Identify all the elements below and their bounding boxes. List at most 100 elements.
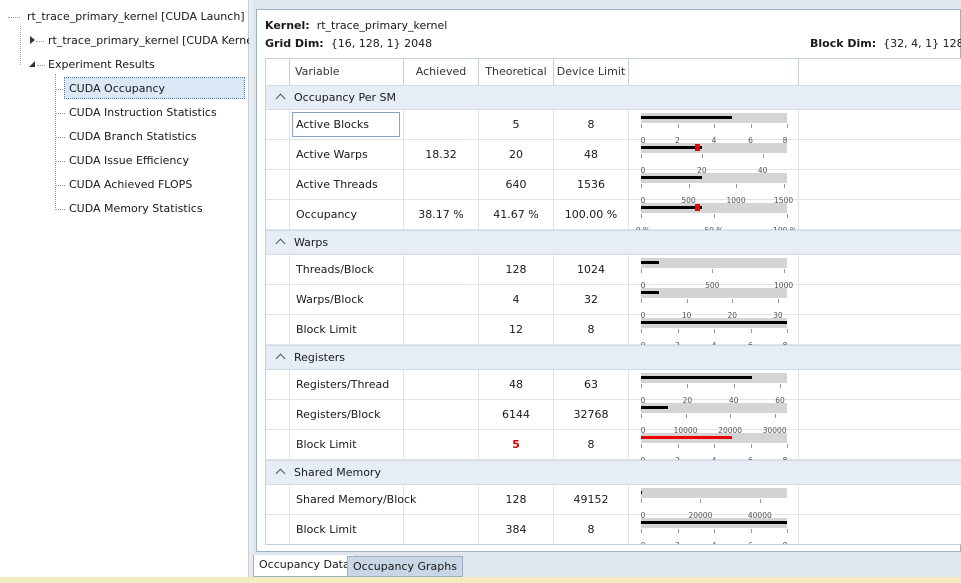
section-shared-memory[interactable]: Shared Memory (266, 460, 961, 485)
block-dim-label: Block Dim: (810, 37, 877, 50)
axis-tick (677, 329, 679, 333)
axis-tick-label: 10000 (673, 426, 698, 435)
axis-tick-label: 0 (640, 396, 646, 405)
table-row[interactable]: Active Blocks 5 8 0 2 4 6 8 (266, 110, 961, 145)
tree-item-kernel[interactable]: rt_trace_primary_kernel [CUDA Kernel] (48, 34, 261, 47)
cell-device-limit: 100.00 % (554, 200, 629, 229)
section-title: Occupancy Per SM (294, 91, 396, 104)
block-dim-value: {32, 4, 1} 128 (883, 37, 961, 50)
expand-arrow-icon[interactable] (30, 36, 35, 44)
axis-tick-label: 0 (640, 311, 646, 320)
table-row[interactable]: Registers/Block 6144 32768 0 10000 20000 30… (266, 400, 961, 435)
bar-track (641, 373, 787, 383)
cell-variable: Registers/Thread (290, 370, 404, 399)
row-gutter (266, 430, 290, 459)
cell-theoretical: 384 (479, 515, 554, 544)
cell-theoretical: 12 (479, 315, 554, 344)
axis-tick (783, 184, 785, 188)
cell-variable: Occupancy (290, 200, 404, 229)
tree-item-memory-statistics[interactable]: CUDA Memory Statistics (69, 202, 203, 215)
table-row[interactable]: Active Threads 640 1536 0 500 1000 1500 (266, 170, 961, 205)
table-row[interactable]: Block Limit 384 8 0 2 4 6 8 (266, 515, 961, 544)
axis-tick-label: 20000 (718, 426, 743, 435)
tab-occupancy-graphs[interactable]: Occupancy Graphs (347, 556, 463, 577)
collapse-caret-icon[interactable] (275, 353, 286, 364)
cell-achieved (404, 400, 479, 429)
cell-device-limit: 1536 (554, 170, 629, 199)
cell-variable: Active Warps (290, 140, 404, 169)
collapse-caret-icon[interactable] (275, 238, 286, 249)
table-row[interactable]: Shared Memory/Block 128 49152 0 20000 4000… (266, 485, 961, 520)
tree-item-launch[interactable]: rt_trace_primary_kernel [CUDA Launch] (27, 10, 245, 23)
table-row[interactable]: Warps/Block 4 32 0 10 20 30 (266, 285, 961, 320)
section-title: Shared Memory (294, 466, 381, 479)
section-registers[interactable]: Registers (266, 345, 961, 370)
section-occupancy-per-sm[interactable]: Occupancy Per SM (266, 85, 961, 110)
cell-achieved (404, 255, 479, 284)
cell-variable-text: Active Blocks (296, 118, 370, 131)
cell-variable: Threads/Block (290, 255, 404, 284)
cell-device-limit: 1024 (554, 255, 629, 284)
axis-tick-label: 20 (682, 396, 693, 405)
section-warps[interactable]: Warps (266, 230, 961, 255)
cell-achieved (404, 285, 479, 314)
tree-item-cuda-occupancy[interactable]: CUDA Occupancy (64, 77, 245, 99)
panel-splitter[interactable] (249, 0, 253, 577)
cell-achieved (404, 110, 479, 139)
column-header-variable[interactable]: Variable (290, 59, 404, 85)
axis-tick (685, 414, 687, 418)
cell-achieved: 38.17 % (404, 200, 479, 229)
occupancy-bar: 0 500 1000 (629, 255, 799, 290)
view-tabs: Occupancy Data Occupancy Graphs (253, 555, 961, 577)
axis-tick (641, 299, 642, 303)
tab-occupancy-data[interactable]: Occupancy Data (253, 555, 356, 577)
cell-filler (799, 400, 961, 429)
collapse-caret-icon[interactable] (275, 468, 286, 479)
cell-theoretical-limiting: 5 (479, 430, 554, 459)
tree-item-instruction-statistics[interactable]: CUDA Instruction Statistics (69, 106, 217, 119)
bar-track (641, 288, 787, 298)
occupancy-bar: 0 500 1000 1500 (629, 170, 799, 205)
cell-theoretical: 20 (479, 140, 554, 169)
axis-tick (787, 529, 788, 533)
collapse-caret-icon[interactable] (275, 93, 286, 104)
cell-variable: Block Limit (290, 430, 404, 459)
occupancy-bar: 0 20000 40000 (629, 485, 799, 520)
occupancy-bar: 0 10 20 30 (629, 285, 799, 320)
axis-tick (641, 154, 642, 158)
bar-track (641, 143, 787, 153)
cell-filler (799, 515, 961, 544)
axis-tick (732, 299, 734, 303)
occupancy-frame: Kernel: rt_trace_primary_kernel Grid Dim… (256, 9, 961, 552)
tree-item-branch-statistics[interactable]: CUDA Branch Statistics (69, 130, 197, 143)
table-row[interactable]: Occupancy 38.17 % 41.67 % 100.00 % 0 %50… (266, 200, 961, 235)
tree-item-achieved-flops[interactable]: CUDA Achieved FLOPS (69, 178, 193, 191)
axis-tick-label: 40 (728, 396, 739, 405)
column-header-theoretical[interactable]: Theoretical (479, 59, 554, 85)
cell-filler (799, 110, 961, 139)
column-header-device-limit[interactable]: Device Limit (554, 59, 629, 85)
column-header-achieved[interactable]: Achieved (404, 59, 479, 85)
row-gutter (266, 315, 290, 344)
tree-connector (55, 113, 65, 114)
table-row[interactable]: Active Warps 18.32 20 48 0 20 40 (266, 140, 961, 175)
tree-connector (55, 137, 65, 138)
axis-tick-label: 2 (675, 531, 680, 544)
bar-fill (641, 261, 660, 264)
row-gutter (266, 515, 290, 544)
collapse-arrow-icon[interactable] (29, 61, 35, 67)
row-gutter (266, 140, 290, 169)
axis-tick (750, 124, 752, 128)
axis-tick (641, 184, 642, 188)
experiment-tree: rt_trace_primary_kernel [CUDA Launch] rt… (0, 0, 260, 577)
cell-achieved (404, 485, 479, 514)
tree-item-issue-efficiency[interactable]: CUDA Issue Efficiency (69, 154, 189, 167)
axis-tick (787, 444, 788, 448)
occupancy-bar: 0 2 4 6 8 (629, 110, 799, 145)
table-row[interactable]: Threads/Block 128 1024 0 500 1000 (266, 255, 961, 290)
tree-item-experiments[interactable]: Experiment Results (48, 58, 155, 71)
cell-variable: Warps/Block (290, 285, 404, 314)
table-row[interactable]: Registers/Thread 48 63 0 20 40 60 (266, 370, 961, 405)
